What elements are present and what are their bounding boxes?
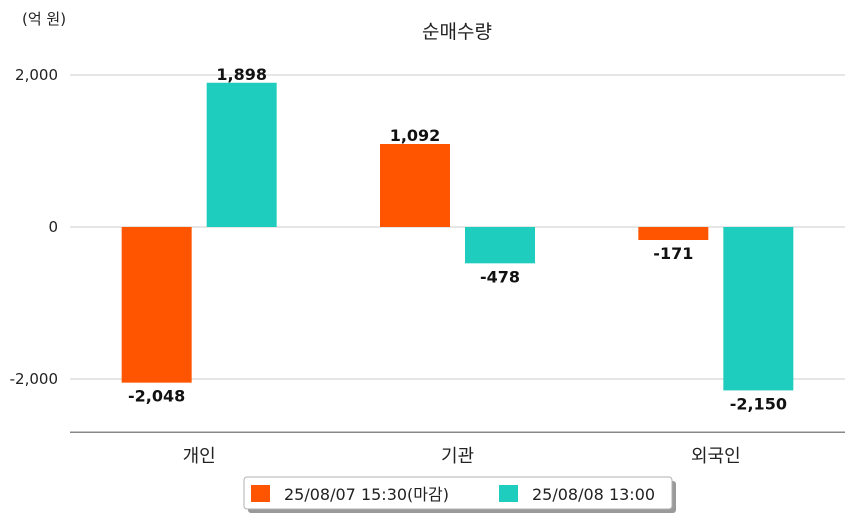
bar-기관-series-1: [380, 144, 450, 227]
unit-label: (억 원): [22, 10, 66, 28]
data-label-기관-series-2: -478: [480, 267, 520, 286]
y-tick-label: -2,000: [10, 370, 58, 388]
bar-개인-series-1: [121, 227, 192, 383]
legend-box: [243, 476, 673, 510]
axes: 2,000 0 -2,000 개인 기관 외국인: [10, 66, 845, 467]
legend-swatch-series-1: [251, 485, 270, 502]
data-label-외국인-series-2: -2,150: [730, 394, 787, 413]
data-label-개인-series-1: -2,048: [128, 387, 185, 406]
bar-개인-series-2: [206, 82, 277, 227]
data-label-외국인-series-1: -171: [653, 244, 693, 263]
legend-label-series-1: 25/08/07 15:30(마감): [284, 485, 449, 504]
bar-외국인-series-1: [638, 227, 709, 240]
y-tick-label: 2,000: [15, 66, 58, 84]
y-tick-label: 0: [48, 218, 58, 236]
bars: [121, 82, 794, 391]
category-label-기관: 기관: [441, 446, 474, 467]
legend-swatch-series-2: [499, 485, 518, 502]
bar-기관-series-2: [465, 227, 535, 264]
legend-label-series-2: 25/08/08 13:00: [532, 485, 655, 504]
chart-title: 순매수량: [422, 21, 492, 43]
category-label-외국인: 외국인: [691, 446, 741, 467]
data-label-개인-series-2: 1,898: [216, 65, 267, 84]
legend: 25/08/07 15:30(마감) 25/08/08 13:00: [243, 476, 676, 513]
bar-외국인-series-2: [723, 227, 794, 391]
data-label-기관-series-1: 1,092: [390, 126, 441, 145]
category-label-개인: 개인: [183, 446, 216, 467]
data-labels: -2,048 1,898 1,092 -478 -171 -2,150: [128, 65, 787, 414]
grid-lines: [70, 74, 845, 380]
